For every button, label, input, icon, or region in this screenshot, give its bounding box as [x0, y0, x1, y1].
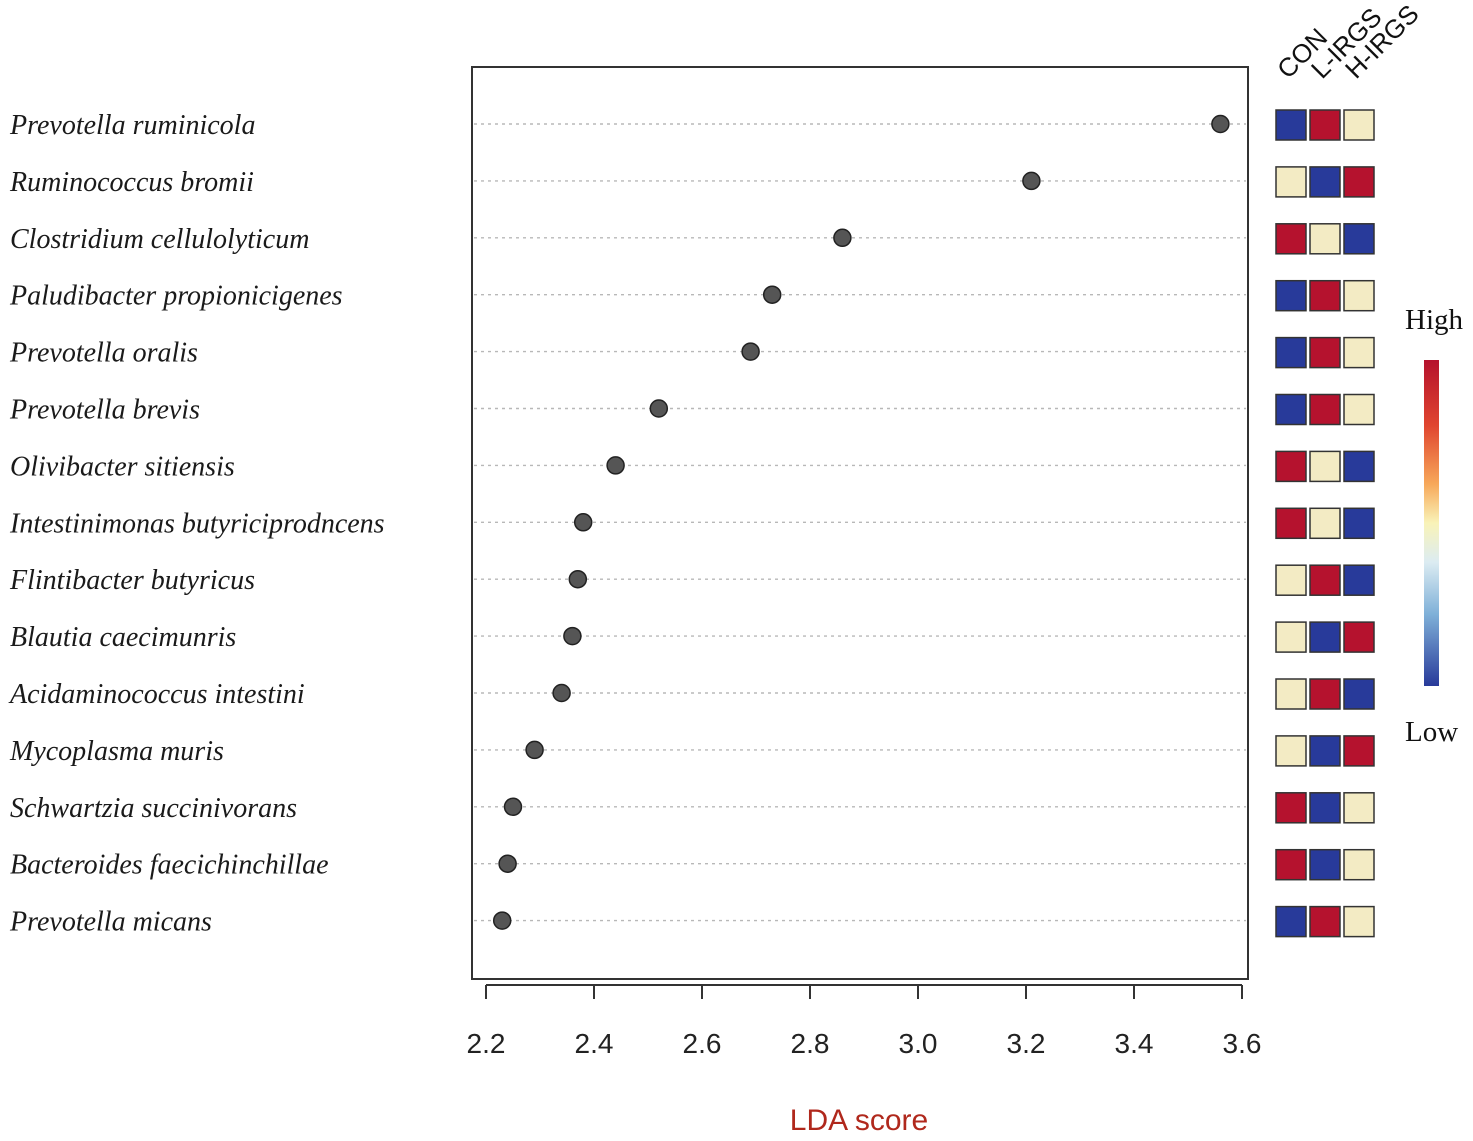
heatmap-cell: [1309, 905, 1341, 938]
plot-frame: [471, 66, 1249, 980]
species-label: Blautia caecimunris: [10, 622, 236, 653]
heatmap-cell: [1343, 507, 1375, 540]
x-tick-label: 2.8: [791, 1028, 830, 1059]
heatmap-cell: [1343, 564, 1375, 596]
heatmap-cell: [1275, 450, 1307, 483]
species-label: Prevotella ruminicola: [9, 110, 255, 141]
data-point: [525, 740, 544, 760]
grid-lines: [474, 123, 1246, 922]
species-labels: Prevotella ruminicola Ruminococcus bromii…: [8, 110, 385, 938]
heatmap-cell: [1343, 223, 1375, 255]
x-tick-label: 3.4: [1115, 1028, 1154, 1059]
heatmap-cell: [1275, 507, 1307, 540]
species-label: Paludibacter propionicigenes: [9, 281, 343, 312]
heatmap-cell: [1343, 393, 1375, 426]
species-label: Acidaminococcus intestini: [8, 679, 305, 710]
heatmap-cell: [1275, 848, 1307, 881]
heatmap-cell: [1309, 166, 1341, 198]
species-label: Ruminococcus bromii: [9, 167, 254, 198]
heatmap-cell: [1343, 678, 1375, 710]
heatmap-cell: [1275, 792, 1307, 824]
x-tick-label: 3.2: [1007, 1028, 1046, 1059]
heatmap-cell: [1275, 336, 1307, 369]
heatmap-cell: [1275, 735, 1307, 767]
data-point: [568, 569, 588, 589]
heatmap-cell: [1309, 223, 1341, 255]
heatmap-cell: [1309, 336, 1341, 369]
heatmap-cell: [1275, 678, 1307, 710]
data-point: [762, 285, 782, 304]
data-point: [552, 683, 571, 703]
x-tick-label: 3.6: [1223, 1028, 1262, 1059]
heatmap-cell: [1275, 223, 1307, 255]
data-point: [492, 911, 512, 930]
heatmap-cell: [1343, 848, 1375, 881]
heatmap-cell: [1343, 279, 1375, 312]
heatmap-cell: [1309, 393, 1341, 426]
data-point: [1211, 114, 1230, 134]
abundance-heatmap: [1275, 109, 1375, 938]
data-point: [741, 342, 760, 361]
legend-high-label: High: [1405, 304, 1464, 336]
heatmap-cell: [1275, 393, 1307, 426]
heatmap-cell: [1343, 735, 1375, 767]
legend-gradient-bar: [1424, 360, 1439, 686]
species-label: Clostridium cellulolyticum: [10, 224, 309, 255]
data-point: [606, 456, 625, 475]
data-point: [563, 626, 582, 646]
heatmap-cell: [1309, 507, 1341, 540]
heatmap-cell: [1309, 678, 1341, 710]
data-point: [503, 797, 523, 817]
x-tick-label: 2.2: [467, 1028, 506, 1059]
heatmap-cell: [1343, 905, 1375, 938]
species-label: Mycoplasma muris: [9, 736, 224, 767]
species-label: Prevotella micans: [9, 907, 212, 938]
species-label: Bacteroides faecichinchillae: [10, 850, 329, 881]
heatmap-cell: [1309, 621, 1341, 653]
x-tick-label: 2.6: [683, 1028, 722, 1059]
data-point: [649, 399, 669, 418]
heatmap-cell: [1275, 564, 1307, 596]
data-points: [492, 114, 1230, 930]
heatmap-cell: [1343, 621, 1375, 653]
x-axis: 2.2 2.4 2.6 2.8 3.0 3.2 3.4 3.6: [467, 984, 1262, 1059]
heatmap-cell: [1275, 109, 1307, 141]
heatmap-cell: [1309, 735, 1341, 767]
color-legend: High Low: [1405, 304, 1464, 748]
species-label: Prevotella oralis: [9, 338, 198, 369]
species-label: Schwartzia succinivorans: [10, 793, 297, 824]
heatmap-cell: [1343, 166, 1375, 198]
heatmap-cell: [1343, 109, 1375, 141]
heatmap-cell: [1309, 279, 1341, 312]
data-point: [573, 513, 593, 532]
heatmap-cell: [1275, 905, 1307, 938]
heatmap-cell: [1309, 848, 1341, 881]
heatmap-cell: [1275, 621, 1307, 653]
heatmap-cell: [1309, 450, 1341, 483]
heatmap-cell: [1309, 792, 1341, 824]
species-label: Flintibacter butyricus: [9, 565, 255, 596]
species-label: Intestinimonas butyriciprodncens: [9, 508, 385, 539]
legend-low-label: Low: [1405, 716, 1458, 748]
x-tick-label: 2.4: [575, 1028, 614, 1059]
heatmap-cell: [1275, 166, 1307, 198]
heatmap-cell: [1343, 336, 1375, 369]
species-label: Prevotella brevis: [9, 395, 200, 426]
data-point: [1022, 171, 1041, 191]
heatmap-cell: [1275, 279, 1307, 312]
heatmap-cell: [1309, 564, 1341, 596]
x-tick-label: 3.0: [899, 1028, 938, 1059]
heatmap-cell: [1343, 792, 1375, 824]
data-point: [833, 228, 852, 248]
x-axis-title: LDA score: [790, 1104, 928, 1137]
data-point: [498, 854, 517, 873]
heatmap-cell: [1343, 450, 1375, 483]
heatmap-cell: [1309, 109, 1341, 141]
species-label: Olivibacter sitiensis: [10, 451, 235, 482]
